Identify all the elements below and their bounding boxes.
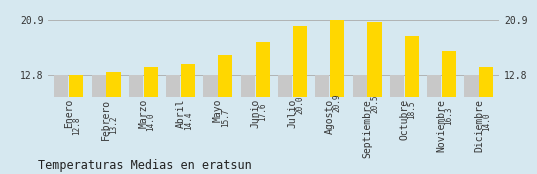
Bar bbox=[166, 75, 180, 162]
Text: 14.4: 14.4 bbox=[184, 112, 193, 130]
Bar bbox=[427, 75, 441, 162]
Text: 20.9: 20.9 bbox=[333, 93, 342, 112]
Bar bbox=[69, 75, 83, 162]
Text: 20.5: 20.5 bbox=[370, 94, 379, 113]
Bar bbox=[293, 26, 307, 162]
Bar bbox=[256, 42, 270, 162]
Bar bbox=[390, 75, 404, 162]
Bar bbox=[330, 19, 344, 162]
Text: 13.2: 13.2 bbox=[109, 115, 118, 134]
Text: 17.6: 17.6 bbox=[258, 103, 267, 121]
Text: 16.3: 16.3 bbox=[445, 106, 454, 125]
Bar bbox=[129, 75, 143, 162]
Bar bbox=[367, 22, 382, 162]
Bar bbox=[352, 75, 367, 162]
Text: 15.7: 15.7 bbox=[221, 108, 230, 126]
Bar bbox=[219, 55, 233, 162]
Text: 14.0: 14.0 bbox=[147, 113, 155, 131]
Bar bbox=[204, 75, 217, 162]
Text: 20.0: 20.0 bbox=[295, 96, 304, 114]
Text: 12.8: 12.8 bbox=[72, 116, 81, 135]
Bar bbox=[465, 75, 478, 162]
Bar bbox=[54, 75, 68, 162]
Bar bbox=[181, 64, 195, 162]
Text: 18.5: 18.5 bbox=[407, 100, 416, 118]
Bar bbox=[144, 67, 158, 162]
Bar bbox=[106, 72, 121, 162]
Bar bbox=[442, 51, 456, 162]
Text: 14.0: 14.0 bbox=[482, 113, 491, 131]
Text: Temperaturas Medias en eratsun: Temperaturas Medias en eratsun bbox=[38, 159, 251, 172]
Bar bbox=[241, 75, 255, 162]
Bar bbox=[92, 75, 106, 162]
Bar bbox=[315, 75, 329, 162]
Bar bbox=[480, 67, 494, 162]
Bar bbox=[278, 75, 292, 162]
Bar bbox=[405, 36, 419, 162]
